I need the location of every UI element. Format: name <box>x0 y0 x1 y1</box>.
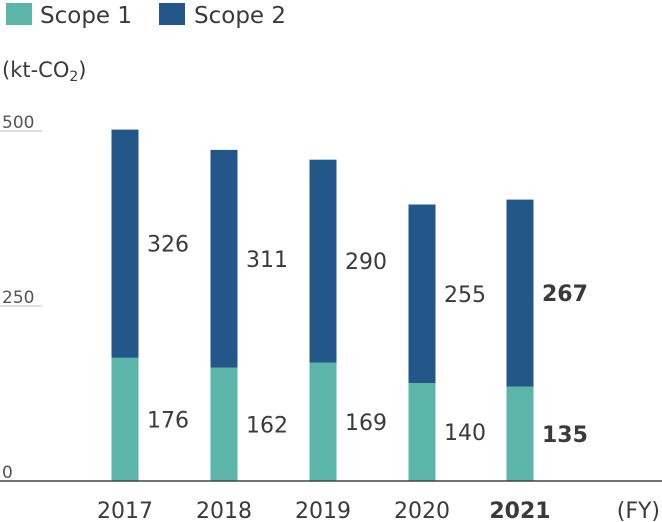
x-tick-label: 2020 <box>394 499 450 522</box>
data-label-scope2-2019: 290 <box>345 250 387 275</box>
data-label-scope2-2018: 311 <box>246 248 288 273</box>
x-axis-unit-label: (FY) <box>617 499 660 522</box>
x-tick-label: 2021 <box>489 499 550 522</box>
x-tick-label: 2018 <box>196 499 252 522</box>
bar-scope2-2021 <box>506 199 534 387</box>
data-label-scope2-2021: 267 <box>542 282 588 307</box>
y-tick-label: 500 <box>2 113 34 133</box>
y-tick-label: 0 <box>2 463 13 483</box>
bar-scope2-2017 <box>111 129 139 358</box>
data-label-scope2-2020: 255 <box>444 283 486 308</box>
y-tick-label: 250 <box>2 288 34 308</box>
legend-swatch-scope2 <box>159 3 185 25</box>
data-label-scope1-2019: 169 <box>345 411 387 436</box>
bar-scope1-2019 <box>309 362 337 481</box>
bar-scope1-2017 <box>111 357 139 481</box>
y-unit-label: (kt-CO2) <box>2 58 86 85</box>
data-label-scope1-2021: 135 <box>542 423 588 448</box>
bar-scope2-2019 <box>309 159 337 363</box>
bar-scope2-2018 <box>210 149 238 368</box>
bar-scope1-2020 <box>408 383 436 481</box>
legend: Scope 1 Scope 2 <box>6 3 286 29</box>
bars <box>111 129 534 481</box>
data-label-scope1-2018: 162 <box>246 413 288 438</box>
x-axis: 2017 2018 2019 2020 2021 (FY) <box>0 480 662 522</box>
legend-label-scope2: Scope 2 <box>194 3 286 29</box>
x-tick-label: 2017 <box>97 499 153 522</box>
data-labels: 176 326 162 311 169 290 140 255 135 267 <box>147 233 588 448</box>
x-tick-label: 2019 <box>295 499 351 522</box>
bar-scope2-2020 <box>408 204 436 383</box>
bar-scope1-2018 <box>210 367 238 481</box>
legend-label-scope1: Scope 1 <box>40 3 132 29</box>
data-label-scope1-2017: 176 <box>147 408 189 433</box>
bar-scope1-2021 <box>506 386 534 481</box>
data-label-scope1-2020: 140 <box>444 421 486 446</box>
legend-swatch-scope1 <box>6 3 32 25</box>
data-label-scope2-2017: 326 <box>147 233 189 258</box>
y-axis: 500 250 0 <box>0 113 42 483</box>
